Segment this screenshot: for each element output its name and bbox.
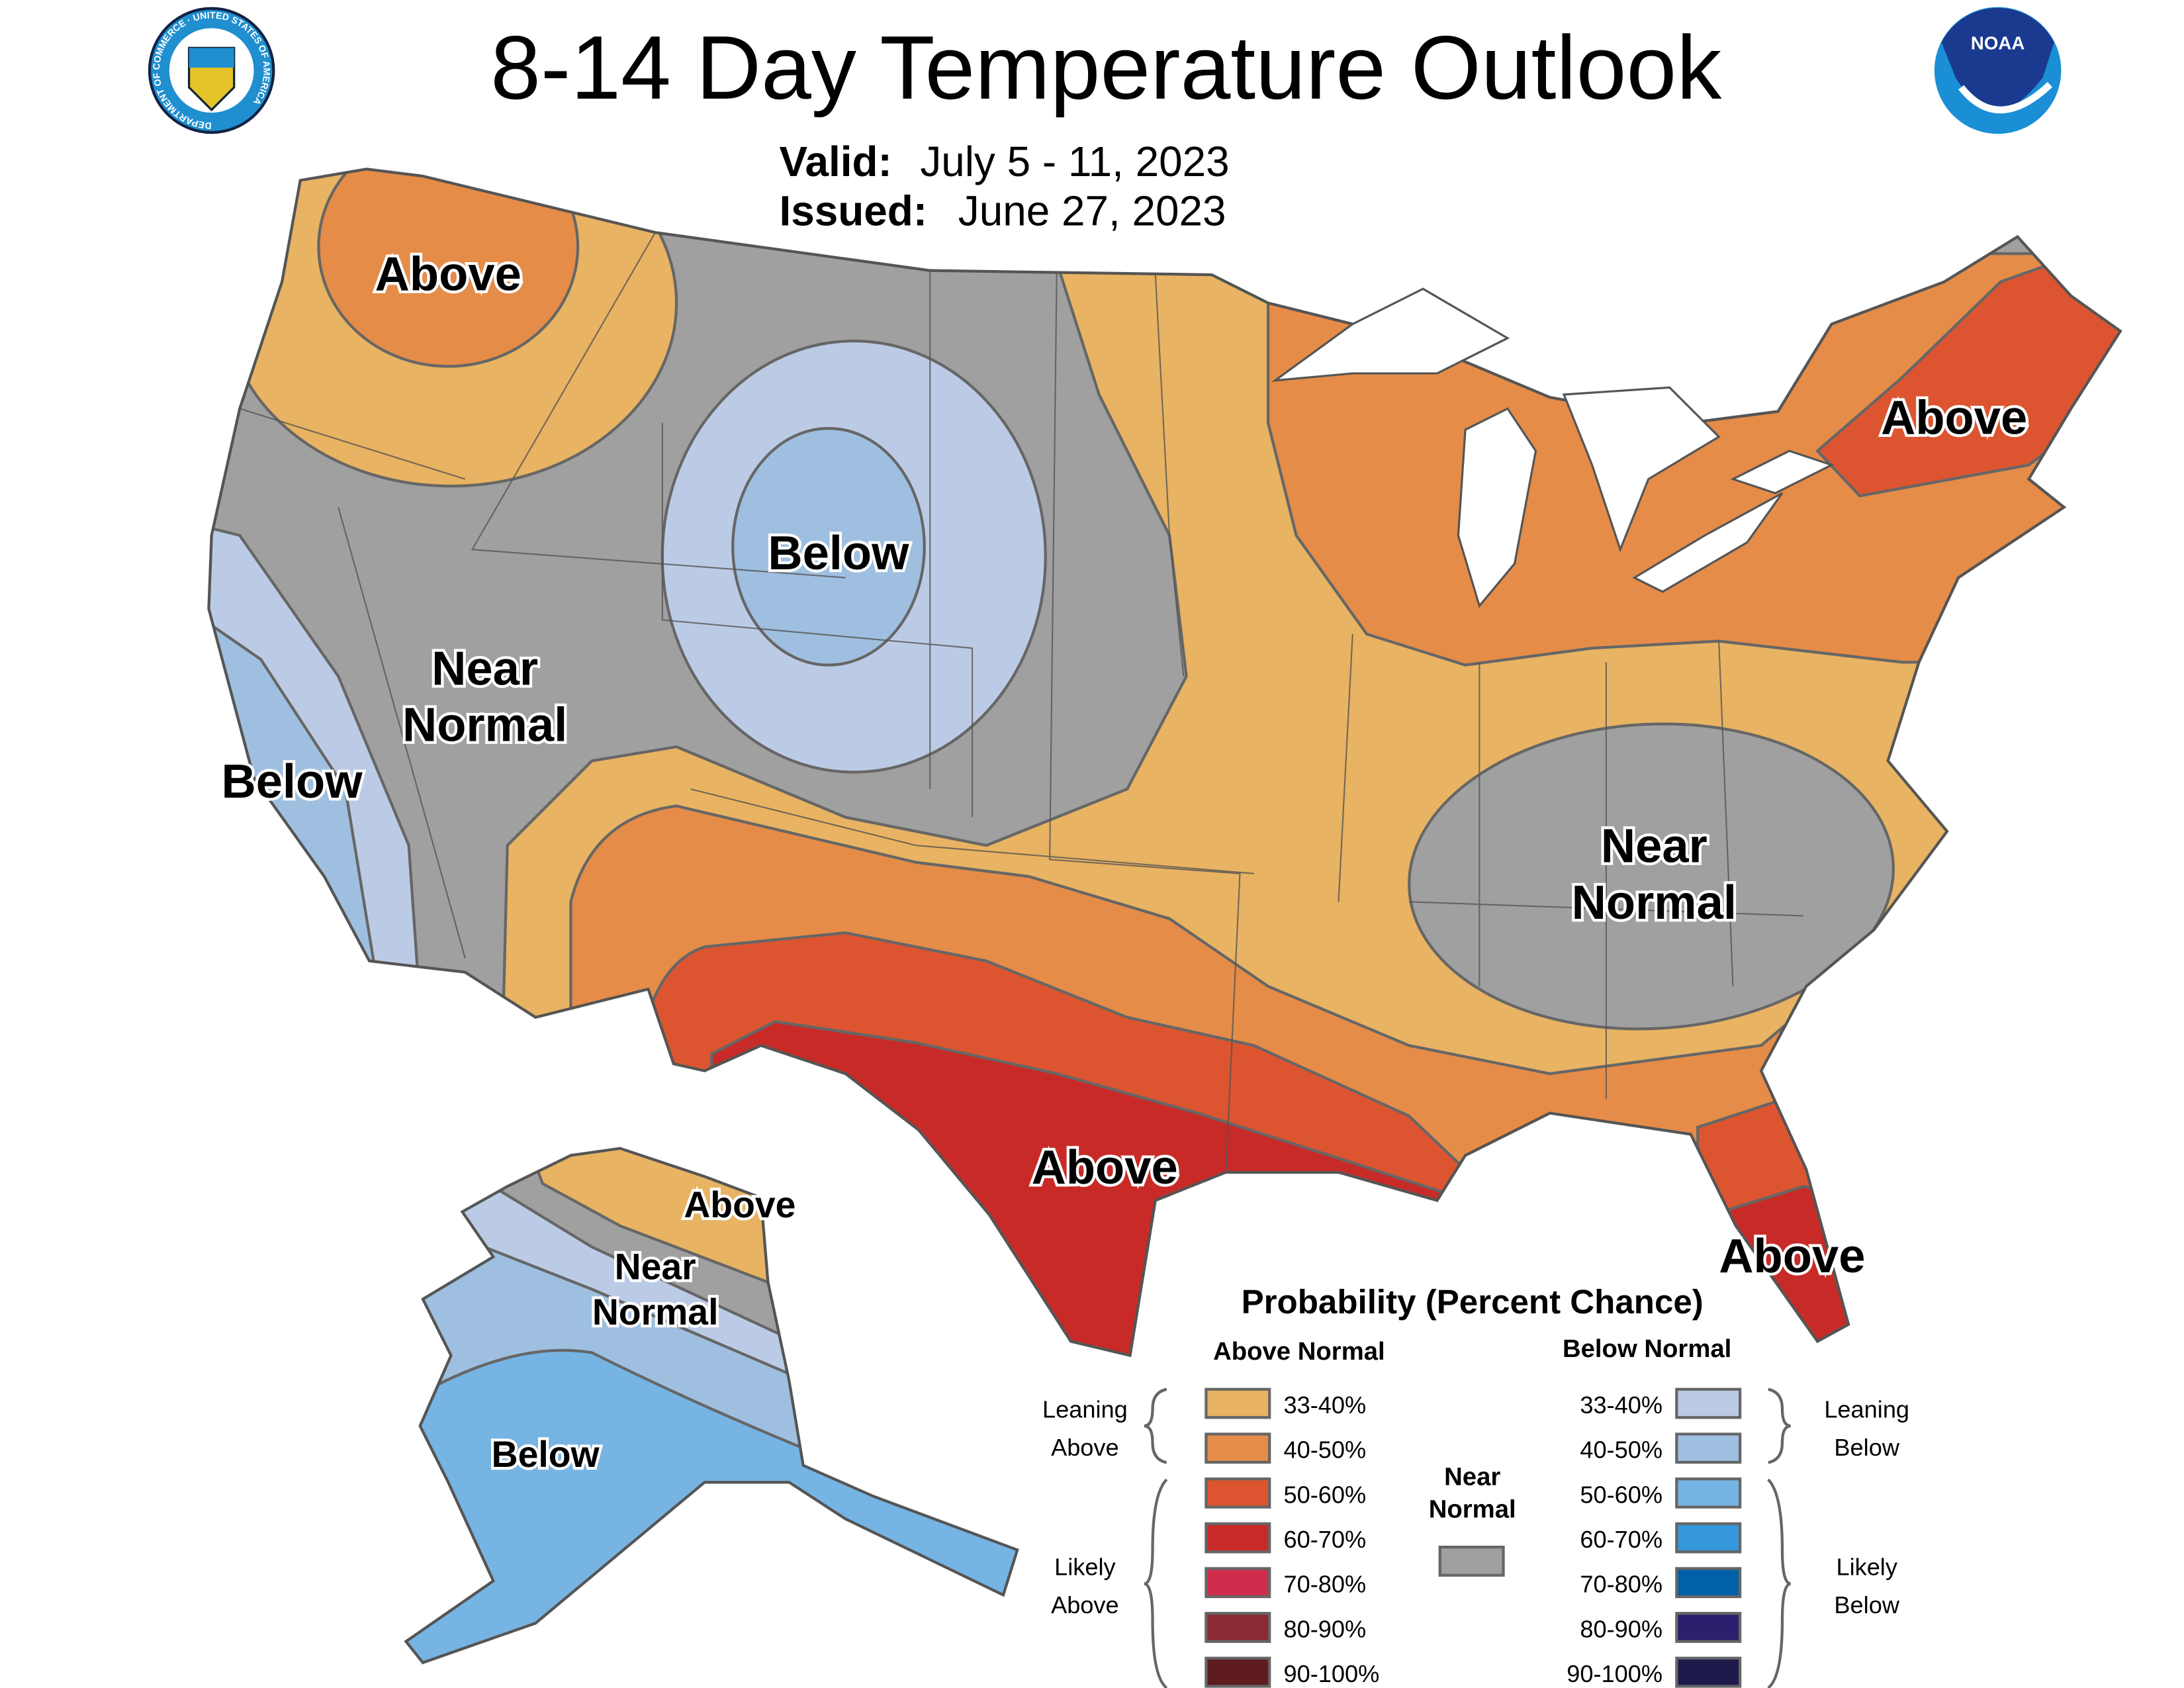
commerce-seal-logo: DEPARTMENT OF COMMERCE · UNITED STATES O… — [148, 7, 275, 134]
legend-likely-above-2: Above — [1051, 1591, 1119, 1618]
legend-above-label: 70-80% — [1283, 1571, 1366, 1598]
legend-above-header: Above Normal — [1213, 1337, 1385, 1366]
region-florida-above-60 — [1720, 1185, 1876, 1356]
legend-below-label: 33-40% — [1580, 1391, 1662, 1419]
legend-leaning-below-2: Below — [1834, 1434, 1899, 1461]
label-texas-above: Above — [1032, 1141, 1178, 1194]
legend-above-label: 40-50% — [1283, 1436, 1366, 1464]
label-ak-above: Above — [684, 1184, 796, 1225]
label-west-below: Below — [221, 755, 363, 808]
legend-near-normal-1: Near — [1444, 1462, 1500, 1491]
brace-likely-above — [1144, 1478, 1168, 1688]
legend-below-label: 60-70% — [1580, 1526, 1662, 1553]
legend-likely-above-1: Likely — [1054, 1554, 1116, 1581]
issued-label: Issued: — [779, 187, 927, 235]
noaa-logo: NOAA — [1934, 7, 2062, 134]
legend-above-swatch — [1205, 1387, 1271, 1419]
legend-leaning-above-2: Above — [1051, 1434, 1119, 1461]
map-labels: Above Below Near Normal Below Above Near… — [218, 244, 2030, 1477]
legend-above-label: 80-90% — [1283, 1615, 1366, 1642]
legend-below-label: 40-50% — [1580, 1436, 1662, 1464]
label-nw-above: Above — [375, 247, 522, 301]
legend-above-swatch — [1205, 1432, 1271, 1464]
legend-above-label: 90-100% — [1283, 1660, 1379, 1687]
legend-likely-below-1: Likely — [1836, 1554, 1897, 1581]
legend-leaning-below-1: Leaning — [1824, 1395, 1909, 1423]
page-title: 8-14 Day Temperature Outlook — [490, 17, 1722, 118]
noaa-logo-text: NOAA — [1971, 32, 2025, 53]
great-lakes — [1271, 287, 1835, 608]
label-se-normal: Normal — [1572, 876, 1737, 929]
legend-leaning-above-1: Leaning — [1042, 1395, 1128, 1423]
valid-label: Valid: — [779, 138, 891, 185]
legend-below-swatch — [1675, 1387, 1742, 1419]
legend-above-swatch — [1205, 1477, 1271, 1509]
legend-above-swatch — [1205, 1656, 1271, 1688]
label-ak-below: Below — [492, 1434, 600, 1475]
legend-below-swatch — [1675, 1477, 1742, 1509]
label-central-below: Below — [768, 526, 909, 580]
legend-above-label: 60-70% — [1283, 1526, 1366, 1553]
legend-above-label: 50-60% — [1283, 1481, 1366, 1508]
brace-leaning-below — [1768, 1387, 1792, 1464]
legend-above-swatch — [1205, 1522, 1271, 1554]
legend-below-swatch — [1675, 1567, 1742, 1599]
legend-above-label: 33-40% — [1283, 1391, 1366, 1419]
label-west-near: Near — [432, 641, 538, 695]
issued-value: June 27, 2023 — [958, 187, 1226, 235]
label-se-near: Near — [1601, 820, 1707, 873]
legend-likely-below-2: Below — [1834, 1591, 1899, 1618]
region-central-below-40 — [731, 426, 926, 667]
valid-value: July 5 - 11, 2023 — [920, 138, 1229, 185]
brace-likely-below — [1767, 1478, 1792, 1688]
legend-below-header: Below Normal — [1563, 1335, 1731, 1363]
legend-above-swatch — [1205, 1612, 1271, 1643]
label-florida-above: Above — [1719, 1229, 1865, 1283]
label-ak-near: Near — [615, 1246, 696, 1288]
legend-below-label: 90-100% — [1567, 1660, 1662, 1687]
legend-near-normal-2: Normal — [1429, 1495, 1516, 1523]
legend-below-label: 50-60% — [1580, 1481, 1662, 1508]
legend-below-label: 70-80% — [1580, 1571, 1662, 1598]
legend-above-list: 33-40% 40-50% 50-60% 60-70% 70-80% 80-90% 90-1… — [1205, 1387, 1379, 1688]
brace-leaning-above — [1144, 1387, 1167, 1464]
legend-below-swatch — [1675, 1612, 1742, 1643]
legend-below-list: 33-40% 40-50% 50-60% 60-70% 70-80% 80-90% 90-1… — [1567, 1387, 1742, 1688]
legend-below-swatch — [1675, 1656, 1742, 1688]
legend-near-normal-swatch — [1438, 1546, 1505, 1577]
label-ne-above: Above — [1881, 391, 2027, 445]
legend-below-swatch — [1675, 1432, 1742, 1464]
legend-above-swatch — [1205, 1567, 1271, 1599]
legend-below-swatch — [1675, 1522, 1742, 1554]
label-west-normal: Normal — [402, 698, 567, 752]
legend-title: Probability (Percent Chance) — [1242, 1283, 1704, 1321]
legend: Probability (Percent Chance) Above Norma… — [1042, 1283, 1909, 1688]
label-ak-normal: Normal — [592, 1291, 719, 1333]
region-se-near-normal — [1408, 722, 1895, 1031]
legend-below-label: 80-90% — [1580, 1615, 1662, 1642]
